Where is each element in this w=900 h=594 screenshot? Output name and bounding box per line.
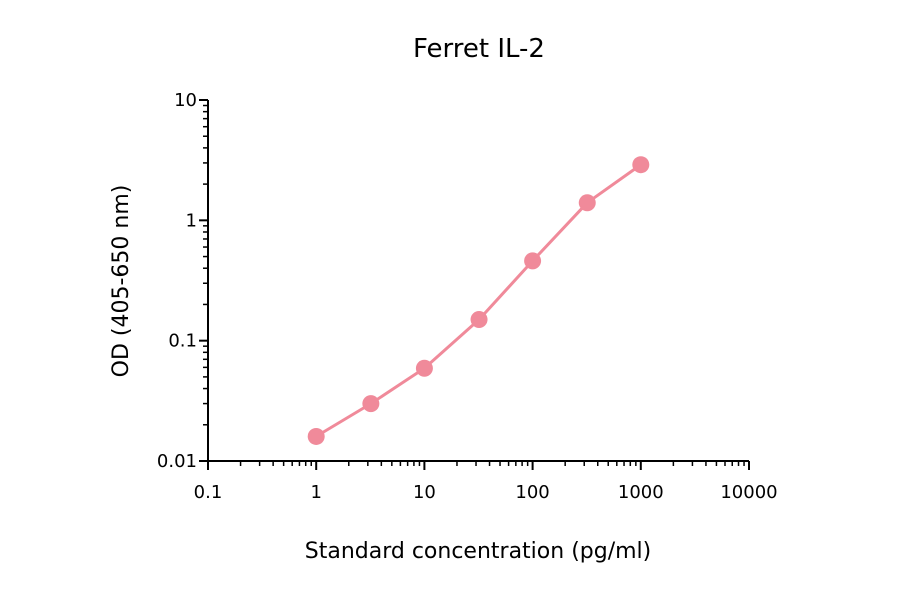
data-point (415, 359, 433, 377)
data-point (362, 395, 380, 413)
y-tick-label: 0.01 (157, 451, 197, 472)
x-tick-label: 10 (413, 482, 436, 503)
data-point (524, 252, 542, 270)
x-axis-label: Standard concentration (pg/ml) (305, 539, 652, 564)
y-axis-tick-labels: 0.01 0.1 1 10 (157, 90, 197, 472)
y-tick-label: 10 (174, 90, 197, 111)
chart-title: Ferret IL-2 (413, 34, 545, 64)
y-tick-label: 1 (186, 210, 197, 231)
x-axis-tick-labels: 0.1 1 10 100 1000 10000 (194, 482, 778, 503)
y-axis-label: OD (405-650 nm) (109, 185, 134, 378)
x-tick-label: 100 (515, 482, 549, 503)
x-tick-label: 0.1 (194, 482, 223, 503)
data-point (578, 194, 596, 212)
x-tick-label: 1000 (618, 482, 664, 503)
y-axis-ticks (199, 99, 208, 462)
data-point (470, 310, 488, 328)
x-axis-ticks (207, 461, 750, 470)
x-tick-label: 1 (310, 482, 321, 503)
x-tick-label: 10000 (720, 482, 777, 503)
y-tick-label: 0.1 (168, 331, 197, 352)
x-axis: 0.1 1 10 100 1000 10000 (194, 460, 778, 503)
data-point (307, 427, 325, 445)
data-point (632, 156, 650, 174)
y-axis: 0.01 0.1 1 10 (157, 90, 209, 472)
series-layer (307, 156, 650, 445)
